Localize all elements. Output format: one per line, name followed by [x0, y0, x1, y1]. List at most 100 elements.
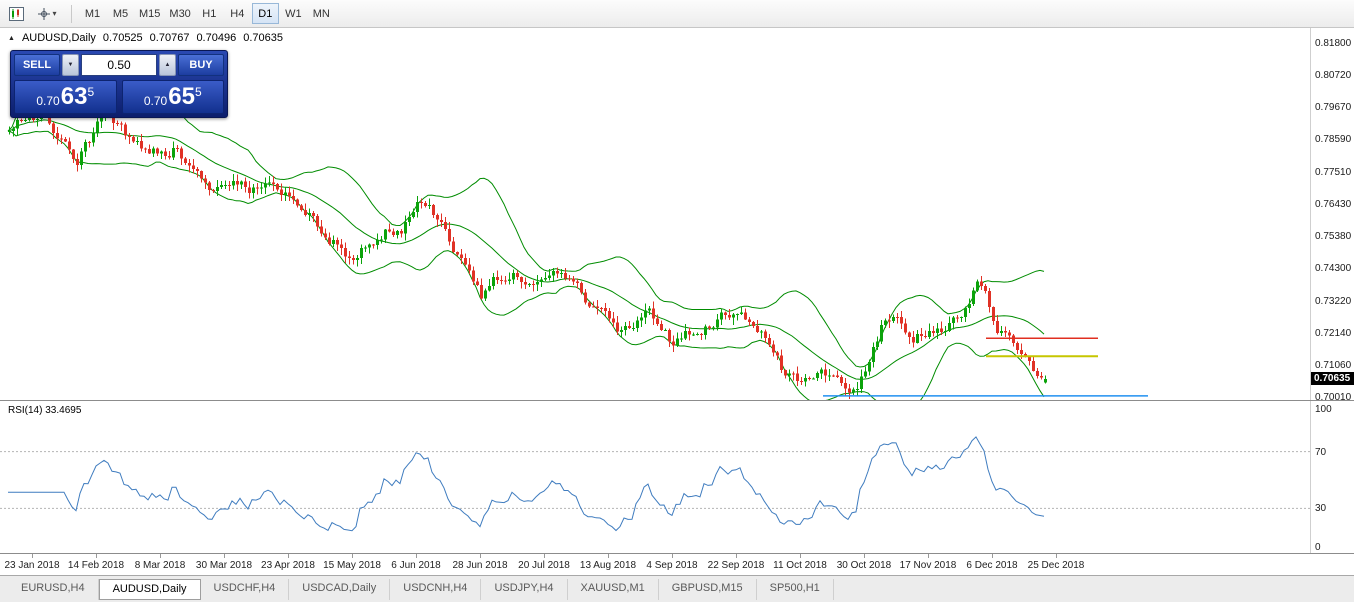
time-tick — [928, 554, 929, 558]
date-label: 17 Nov 2018 — [899, 560, 957, 571]
tab-sp500-h1[interactable]: SP500,H1 — [757, 578, 834, 600]
tab-gbpusd-m15[interactable]: GBPUSD,M15 — [659, 578, 757, 600]
time-tick — [672, 554, 673, 558]
price-axis-label: 0.76430 — [1315, 199, 1352, 211]
tab-usdcad-daily[interactable]: USDCAD,Daily — [289, 578, 391, 600]
timeframe-button-m30[interactable]: M30 — [165, 3, 194, 24]
rsi-axis-label: 30 — [1315, 503, 1327, 515]
timeframe-button-m15[interactable]: M15 — [135, 3, 164, 24]
date-label: 11 Oct 2018 — [773, 560, 827, 571]
chart-header: ▲ AUDUSD,Daily 0.70525 0.70767 0.70496 0… — [8, 32, 283, 44]
time-tick — [160, 554, 161, 558]
buy-price-pip: 5 — [194, 85, 202, 99]
time-axis[interactable]: 23 Jan 2018 14 Feb 2018 8 Mar 2018 30 Mar 2… — [0, 553, 1354, 575]
date-label: 15 May 2018 — [323, 560, 381, 571]
timeframe-button-m1[interactable]: M1 — [79, 3, 106, 24]
buy-button[interactable]: BUY — [178, 54, 224, 76]
sell-price-prefix: 0.70 — [36, 94, 60, 108]
time-tick — [352, 554, 353, 558]
timeframe-button-mn[interactable]: MN — [308, 3, 335, 24]
rsi-canvas[interactable] — [0, 401, 1310, 554]
one-click-trading-panel: SELL ▼ ▲ BUY 0.70 63 5 0.70 65 5 — [10, 50, 228, 118]
time-tick — [288, 554, 289, 558]
timeframe-button-m5[interactable]: M5 — [107, 3, 134, 24]
time-tick — [864, 554, 865, 558]
sell-price-pip: 5 — [87, 85, 95, 99]
lot-size-input[interactable] — [81, 54, 157, 76]
sell-price-display: 0.70 63 5 — [14, 80, 117, 114]
time-tick — [992, 554, 993, 558]
tab-audusd-daily[interactable]: AUDUSD,Daily — [98, 578, 201, 600]
tab-xauusd-m1[interactable]: XAUUSD,M1 — [568, 578, 659, 600]
rsi-pane[interactable]: RSI(14) 33.4695 100 70 30 0 — [0, 400, 1354, 553]
price-axis[interactable]: 0.70635 0.81800 0.80720 0.79670 0.78590 0.77… — [1310, 28, 1354, 403]
rsi-axis[interactable]: 100 70 30 0 — [1310, 401, 1354, 553]
rsi-indicator-label: RSI(14) 33.4695 — [8, 405, 82, 416]
ohlc-open: 0.70525 — [102, 32, 143, 44]
current-price-tag: 0.70635 — [1311, 372, 1354, 386]
crosshair-tool-button[interactable]: ▾ — [30, 3, 64, 25]
timeframe-group: M1 M5 M15 M30 H1 H4 D1 W1 MN — [79, 3, 335, 24]
timeframe-button-d1[interactable]: D1 — [251, 3, 279, 24]
date-label: 30 Mar 2018 — [195, 560, 253, 571]
tab-usdjpy-h4[interactable]: USDJPY,H4 — [481, 578, 568, 600]
rsi-axis-label: 100 — [1315, 404, 1332, 415]
crosshair-icon — [38, 7, 51, 20]
chart-window-icon — [8, 6, 24, 21]
price-axis-label: 0.78590 — [1315, 134, 1352, 146]
chart-marker-icon: ▲ — [8, 34, 15, 42]
price-axis-label: 0.70010 — [1315, 391, 1352, 403]
price-axis-label: 0.75380 — [1315, 230, 1352, 242]
dropdown-caret-icon: ▾ — [52, 8, 57, 18]
time-tick — [480, 554, 481, 558]
lot-increase-button[interactable]: ▲ — [159, 54, 176, 76]
timeframe-button-h1[interactable]: H1 — [196, 3, 223, 24]
date-label: 23 Jan 2018 — [4, 560, 60, 571]
time-tick — [1056, 554, 1057, 558]
price-axis-label: 0.80720 — [1315, 70, 1352, 82]
date-label: 6 Dec 2018 — [966, 560, 1018, 571]
rsi-axis-label: 0 — [1315, 542, 1321, 553]
date-label: 4 Sep 2018 — [646, 560, 698, 571]
chart-window-button[interactable] — [4, 3, 28, 25]
price-axis-label: 0.73220 — [1315, 295, 1352, 307]
tab-usdchf-h4[interactable]: USDCHF,H4 — [201, 578, 290, 600]
date-label: 14 Feb 2018 — [67, 560, 125, 571]
sell-price-big: 63 — [60, 83, 88, 110]
price-axis-label: 0.72140 — [1315, 328, 1352, 340]
tab-eurusd-h4[interactable]: EURUSD,H4 — [8, 578, 99, 600]
toolbar-separator — [71, 4, 72, 23]
buy-price-display: 0.70 65 5 — [121, 80, 224, 114]
date-label: 23 Apr 2018 — [261, 560, 315, 571]
ohlc-high: 0.70767 — [149, 32, 190, 44]
date-label: 13 Aug 2018 — [579, 560, 637, 571]
sell-button[interactable]: SELL — [14, 54, 60, 76]
ohlc-low: 0.70496 — [196, 32, 237, 44]
time-tick — [544, 554, 545, 558]
symbol-tabbar: EURUSD,H4 AUDUSD,Daily USDCHF,H4 USDCAD,Dai… — [0, 575, 1354, 602]
chart-symbol-label: AUDUSD,Daily — [21, 32, 96, 44]
time-tick — [32, 554, 33, 558]
top-toolbar: ▾ M1 M5 M15 M30 H1 H4 D1 W1 MN — [0, 0, 1354, 28]
timeframe-button-w1[interactable]: W1 — [280, 3, 307, 24]
price-axis-label: 0.81800 — [1315, 38, 1352, 49]
time-tick — [416, 554, 417, 558]
timeframe-button-h4[interactable]: H4 — [224, 3, 251, 24]
date-label: 28 Jun 2018 — [452, 560, 508, 571]
lot-decrease-button[interactable]: ▼ — [62, 54, 79, 76]
time-tick — [736, 554, 737, 558]
date-label: 30 Oct 2018 — [836, 560, 892, 571]
price-axis-label: 0.79670 — [1315, 101, 1352, 113]
price-chart-pane[interactable]: ▲ AUDUSD,Daily 0.70525 0.70767 0.70496 0… — [0, 28, 1354, 403]
time-tick — [608, 554, 609, 558]
date-label: 8 Mar 2018 — [134, 560, 186, 571]
date-label: 20 Jul 2018 — [518, 560, 570, 571]
time-tick — [96, 554, 97, 558]
rsi-axis-label: 70 — [1315, 446, 1327, 458]
time-tick — [800, 554, 801, 558]
tab-usdcnh-h4[interactable]: USDCNH,H4 — [390, 578, 482, 600]
buy-price-prefix: 0.70 — [143, 94, 168, 108]
price-axis-label: 0.77510 — [1315, 166, 1352, 178]
time-tick — [224, 554, 225, 558]
price-axis-label: 0.74300 — [1315, 263, 1352, 275]
